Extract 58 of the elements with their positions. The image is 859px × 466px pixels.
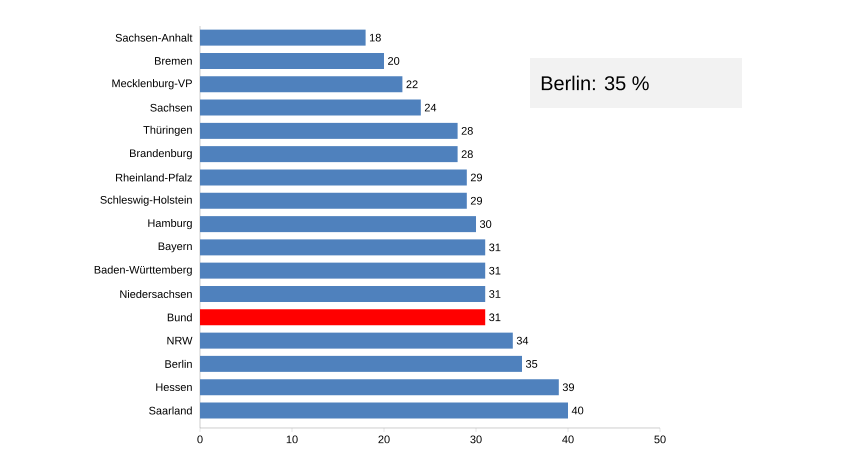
bar — [200, 379, 559, 396]
bar — [200, 356, 522, 372]
x-tick-label: 50 — [654, 436, 666, 444]
bar — [200, 146, 458, 162]
y-tick-label: Saarland — [149, 406, 192, 415]
data-label: 31 — [489, 266, 500, 275]
bar — [200, 192, 467, 209]
data-label: 31 — [489, 313, 500, 322]
bar — [200, 76, 402, 92]
bar — [200, 216, 476, 232]
y-tick-label: Berlin — [165, 360, 192, 368]
y-tick-label: Niedersachsen — [120, 290, 192, 298]
data-label: 29 — [470, 174, 482, 182]
y-tick-label: Rheinland-Pfalz — [116, 173, 192, 182]
annotation: Berlin: 35 % — [542, 76, 649, 90]
data-label: 20 — [388, 57, 400, 65]
data-label: 31 — [489, 290, 500, 298]
x-tick-label: 20 — [378, 436, 390, 444]
y-tick-label: NRW — [167, 336, 192, 344]
data-label: 35 — [526, 360, 538, 368]
data-label: 40 — [572, 406, 584, 414]
y-tick-label: Hamburg — [148, 218, 192, 230]
bar — [200, 100, 421, 116]
y-tick-label: Mecklenburg-VP — [112, 79, 192, 90]
y-tick-label: Bremen — [155, 57, 192, 65]
data-label: 31 — [489, 244, 500, 252]
y-tick-label: Baden-Württemberg — [94, 266, 192, 276]
data-label: 18 — [370, 34, 381, 42]
bar — [200, 262, 486, 279]
bar — [200, 169, 467, 186]
bar — [200, 286, 486, 302]
bar — [200, 402, 568, 419]
data-label: 29 — [470, 196, 482, 205]
x-tick-label: 40 — [562, 436, 574, 444]
data-label: 22 — [406, 80, 418, 88]
data-label: 28 — [462, 126, 473, 135]
y-tick-label: Sachsen — [150, 104, 192, 112]
y-tick-label: Bayern — [158, 242, 192, 252]
bar — [200, 122, 458, 139]
bar — [200, 239, 486, 256]
data-label: 28 — [462, 150, 473, 158]
y-tick-label: Brandenburg — [130, 149, 192, 160]
bar — [200, 30, 366, 46]
bar — [200, 332, 513, 349]
x-tick-label: 30 — [470, 436, 482, 444]
data-label: 30 — [480, 220, 492, 228]
y-tick-label: Sachsen-Anhalt — [116, 34, 192, 42]
x-tick-label: 0 — [197, 436, 203, 444]
data-label: 34 — [516, 336, 528, 344]
x-tick-label: 10 — [286, 436, 298, 444]
y-tick-label: Hessen — [156, 383, 192, 392]
y-tick-label: Thüringen — [143, 126, 192, 136]
y-tick-label: Bund — [168, 313, 192, 322]
data-label: 24 — [424, 104, 436, 112]
bar — [200, 309, 486, 326]
data-label: 39 — [562, 383, 574, 392]
bar — [200, 52, 384, 69]
y-tick-label: Schleswig-Holstein — [100, 196, 192, 206]
